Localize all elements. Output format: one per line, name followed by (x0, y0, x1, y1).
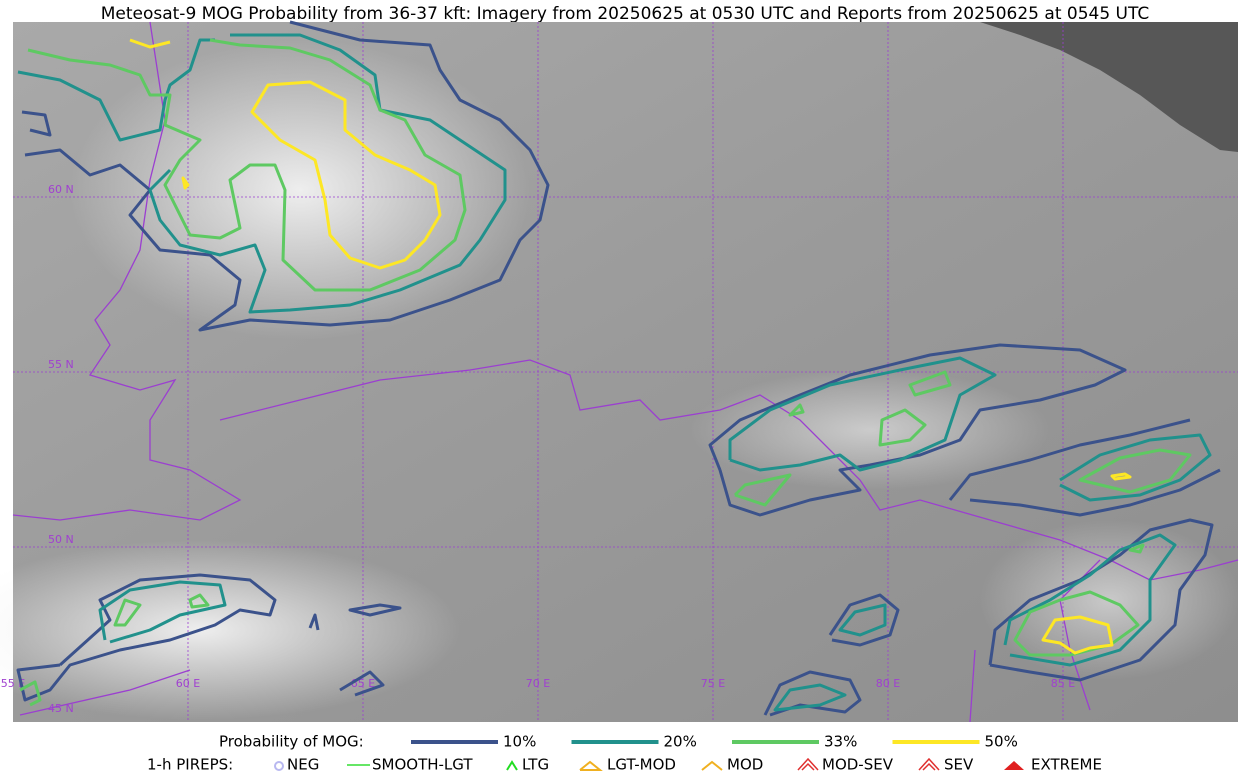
lon-label: 85 E (1051, 677, 1075, 690)
pirep-mod-icon (701, 760, 723, 771)
legend: Probability of MOG: 1-h PIREPS: 10% 20% 33… (147, 733, 1102, 774)
contour-10 (828, 593, 900, 647)
legend-label: 33% (824, 733, 857, 751)
title: Meteosat-9 MOG Probability from 36-37 kf… (101, 4, 1150, 24)
contour-10 (24, 20, 550, 332)
legend-label: SEV (944, 756, 974, 774)
contour-33 (1078, 448, 1192, 494)
legend-title: 1-h PIREPS: (147, 756, 233, 774)
country-border (12, 21, 1239, 723)
legend-title: Probability of MOG: (219, 733, 364, 751)
contour-20 (773, 603, 887, 712)
pirep-ltg-icon (506, 760, 518, 771)
legend-label: 20% (664, 733, 697, 751)
lat-label: 60 N (48, 183, 74, 196)
pirep-sev-icon (918, 757, 940, 771)
cloud (70, 40, 530, 340)
contour-20 (17, 33, 507, 314)
legend-label: NEG (287, 756, 319, 774)
contour-33 (788, 370, 952, 447)
legend-label: 50% (985, 733, 1018, 751)
legend-label: EXTREME (1031, 756, 1102, 774)
space-region (980, 22, 1238, 152)
contour-50 (1041, 615, 1114, 655)
cloud (690, 370, 1050, 490)
pirep-mod-sev-icon (797, 757, 819, 771)
contour-10 (16, 573, 277, 702)
lat-label: 45 N (48, 702, 74, 715)
lat-label: 55 N (48, 358, 74, 371)
legend-label: LTG (522, 756, 549, 774)
contour-50 (250, 80, 442, 270)
cloud (0, 540, 460, 720)
contour-10 (988, 518, 1214, 682)
contour-20 (1003, 533, 1177, 667)
map: 60 N55 N50 N45 N55 E 60 E 65 E 70 E 75 E 80 E… (0, 20, 1240, 723)
contour-20 (728, 356, 997, 472)
contour-10 (948, 418, 1221, 517)
legend-label: MOD (727, 756, 763, 774)
contour-50 (129, 38, 1132, 481)
legend-label: LGT-MOD (607, 756, 676, 774)
pirep-lgt-mod-icon (579, 760, 603, 771)
contour-10 (308, 603, 402, 697)
contour-33 (27, 38, 467, 292)
pirep-extreme-icon (1004, 761, 1024, 770)
legend-label: SMOOTH-LGT (372, 756, 473, 774)
contour-33 (733, 473, 792, 507)
lon-label: 70 E (526, 677, 550, 690)
contour-20 (1059, 433, 1212, 502)
grid: 60 N55 N50 N45 N55 E 60 E 65 E 70 E 75 E 80 E… (1, 22, 1238, 722)
contour-33 (19, 593, 210, 707)
contour-10 (708, 343, 1127, 517)
lon-label: 80 E (876, 677, 900, 690)
legend-label: MOD-SEV (822, 756, 894, 774)
contour-20 (98, 580, 227, 644)
legend-items: 10% 20% 33% 50% (411, 733, 1018, 751)
lon-label: 60 E (176, 677, 200, 690)
legend-label: 10% (503, 733, 536, 751)
pirep-neg-icon (274, 761, 284, 771)
lat-label: 50 N (48, 533, 74, 546)
contour-10 (21, 110, 52, 137)
lon-label: 75 E (701, 677, 725, 690)
contour-33 (1013, 543, 1145, 657)
